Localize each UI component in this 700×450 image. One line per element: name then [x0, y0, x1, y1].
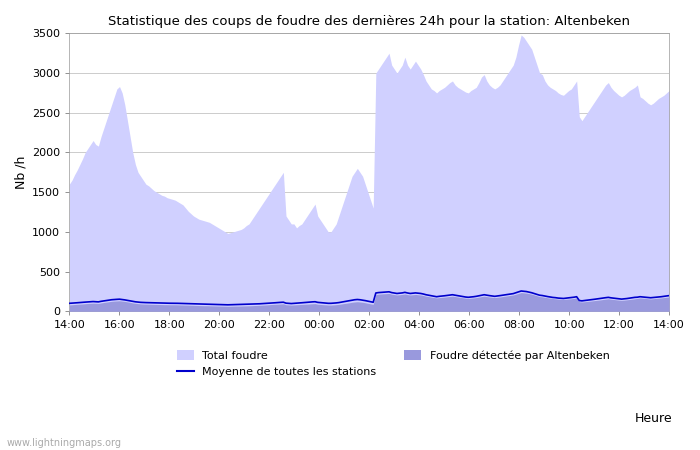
Title: Statistique des coups de foudre des dernières 24h pour la station: Altenbeken: Statistique des coups de foudre des dern… [108, 15, 630, 28]
Text: Heure: Heure [634, 412, 672, 425]
Legend: Total foudre, Moyenne de toutes les stations, Foudre détectée par Altenbeken: Total foudre, Moyenne de toutes les stat… [177, 350, 610, 377]
Y-axis label: Nb /h: Nb /h [15, 156, 28, 189]
Text: www.lightningmaps.org: www.lightningmaps.org [7, 438, 122, 448]
